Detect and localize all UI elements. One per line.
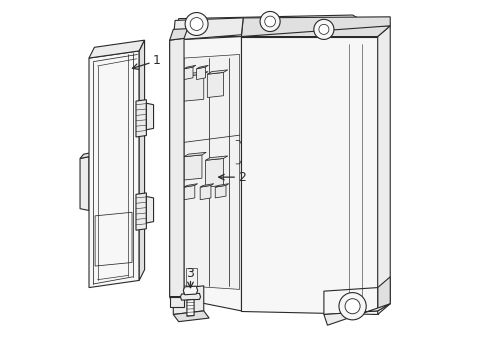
Polygon shape (184, 67, 193, 80)
Polygon shape (180, 293, 200, 300)
Polygon shape (139, 40, 145, 280)
Polygon shape (173, 311, 209, 321)
Polygon shape (207, 72, 223, 98)
Polygon shape (242, 26, 390, 37)
Polygon shape (184, 184, 197, 187)
Polygon shape (183, 286, 197, 295)
Polygon shape (184, 152, 206, 157)
Polygon shape (147, 197, 153, 223)
Circle shape (265, 16, 275, 27)
Polygon shape (136, 193, 147, 230)
Polygon shape (80, 152, 93, 158)
Polygon shape (170, 29, 188, 40)
Polygon shape (215, 184, 229, 187)
Polygon shape (378, 277, 390, 311)
Polygon shape (187, 300, 194, 316)
Polygon shape (184, 72, 208, 76)
Circle shape (185, 13, 208, 36)
Polygon shape (170, 37, 242, 311)
Polygon shape (89, 51, 139, 288)
Polygon shape (80, 157, 89, 211)
Circle shape (339, 293, 366, 320)
Polygon shape (184, 65, 196, 69)
Polygon shape (170, 39, 184, 297)
Polygon shape (136, 100, 147, 137)
Polygon shape (184, 54, 240, 289)
Polygon shape (177, 15, 385, 37)
Polygon shape (205, 158, 223, 187)
Text: 1: 1 (152, 54, 160, 67)
Polygon shape (170, 297, 184, 307)
Circle shape (345, 299, 360, 314)
Polygon shape (173, 286, 204, 315)
Polygon shape (242, 37, 378, 315)
Polygon shape (324, 288, 378, 315)
Polygon shape (242, 17, 390, 37)
Text: 3: 3 (187, 267, 195, 280)
Polygon shape (200, 184, 214, 187)
Polygon shape (89, 40, 145, 58)
Polygon shape (196, 67, 205, 80)
Polygon shape (184, 185, 195, 200)
Text: 2: 2 (239, 171, 246, 184)
Polygon shape (207, 70, 228, 74)
Polygon shape (184, 155, 202, 180)
Circle shape (319, 24, 329, 35)
Polygon shape (196, 65, 208, 69)
Polygon shape (205, 156, 228, 160)
Polygon shape (173, 18, 243, 40)
Polygon shape (215, 185, 226, 198)
Circle shape (260, 12, 280, 32)
Polygon shape (378, 26, 390, 315)
Polygon shape (324, 304, 390, 325)
Polygon shape (184, 74, 204, 101)
Polygon shape (200, 185, 211, 200)
Circle shape (314, 19, 334, 40)
Polygon shape (147, 103, 153, 130)
Circle shape (190, 18, 203, 31)
